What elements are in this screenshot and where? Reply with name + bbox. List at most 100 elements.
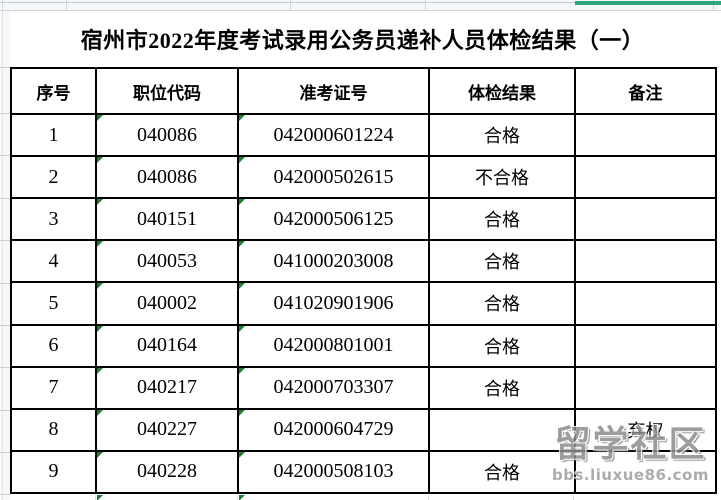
cell-result[interactable]: 合格 bbox=[428, 197, 576, 242]
comment-triangle-icon bbox=[239, 157, 245, 164]
cell-ticket-value: 042000604729 bbox=[273, 418, 394, 441]
comment-triangle-icon bbox=[239, 241, 245, 248]
cell-code[interactable]: 040053 bbox=[95, 239, 239, 284]
cell-seq[interactable]: 1 bbox=[10, 112, 97, 158]
table-title[interactable]: 宿州市2022年度考试录用公务员递补人员体检结果（一） bbox=[10, 11, 715, 67]
gridline bbox=[0, 198, 10, 199]
table-row: 4 040053 041000203008 合格 bbox=[10, 239, 717, 284]
results-table: 序号 职位代码 准考证号 体检结果 备注 1 040086 0420006012… bbox=[10, 67, 717, 495]
left-margin bbox=[0, 11, 10, 500]
cell-note[interactable] bbox=[574, 281, 717, 326]
cell-result[interactable]: 合格 bbox=[428, 449, 576, 495]
comment-triangle-icon bbox=[239, 367, 245, 374]
comment-triangle-icon bbox=[239, 199, 245, 206]
comment-triangle-icon bbox=[239, 451, 245, 458]
cell-note[interactable] bbox=[574, 323, 717, 368]
cell-code-value: 040053 bbox=[137, 249, 197, 272]
cell-ticket-value: 042000502615 bbox=[273, 165, 394, 188]
cell-result[interactable]: 不合格 bbox=[428, 155, 576, 200]
cell-ticket-value: 042000801001 bbox=[273, 334, 394, 357]
cell-ticket[interactable]: 041000203008 bbox=[237, 239, 430, 284]
cell-ticket[interactable]: 042000703307 bbox=[237, 365, 430, 410]
cell-ticket[interactable]: 041020901906 bbox=[237, 281, 430, 326]
cell-result[interactable]: 合格 bbox=[428, 112, 576, 158]
cell-result[interactable]: 合格 bbox=[428, 365, 576, 410]
table-row: 2 040086 042000502615 不合格 bbox=[10, 155, 717, 200]
cell-seq[interactable]: 5 bbox=[10, 281, 97, 326]
gridline bbox=[237, 495, 238, 500]
cell-note[interactable]: 弃权 bbox=[574, 407, 717, 452]
comment-triangle-icon bbox=[239, 325, 245, 332]
cell-code-value: 040228 bbox=[137, 460, 197, 483]
comment-triangle-icon bbox=[97, 409, 103, 416]
cell-code[interactable]: 040002 bbox=[95, 281, 239, 326]
cell-ticket-value: 042000508103 bbox=[273, 460, 394, 483]
header-result[interactable]: 体检结果 bbox=[428, 67, 576, 115]
spreadsheet-top-row[interactable] bbox=[0, 0, 721, 11]
cell-code[interactable]: 040227 bbox=[95, 407, 239, 452]
header-seq[interactable]: 序号 bbox=[10, 67, 97, 115]
gridline bbox=[0, 410, 10, 411]
selection-highlight-bar bbox=[575, 1, 721, 5]
cell-seq[interactable]: 6 bbox=[10, 323, 97, 368]
header-code[interactable]: 职位代码 bbox=[95, 67, 239, 115]
cell-ticket[interactable]: 042000604729 bbox=[237, 407, 430, 452]
cell-ticket-value: 041000203008 bbox=[273, 249, 394, 272]
cell-seq[interactable]: 7 bbox=[10, 365, 97, 410]
gridline bbox=[0, 494, 10, 495]
gridline bbox=[0, 10, 721, 11]
gridline bbox=[290, 0, 291, 10]
table-row: 3 040151 042000506125 合格 bbox=[10, 197, 717, 242]
cell-code[interactable]: 040086 bbox=[95, 112, 239, 158]
partial-next-row[interactable] bbox=[10, 494, 715, 500]
header-ticket[interactable]: 准考证号 bbox=[237, 67, 430, 115]
cell-code[interactable]: 040228 bbox=[95, 449, 239, 495]
table-row: 5 040002 041020901906 合格 bbox=[10, 281, 717, 326]
gridline bbox=[428, 495, 429, 500]
cell-note[interactable] bbox=[574, 155, 717, 200]
cell-ticket[interactable]: 042000601224 bbox=[237, 112, 430, 158]
cell-seq[interactable]: 4 bbox=[10, 239, 97, 284]
table-row: 7 040217 042000703307 合格 bbox=[10, 365, 717, 410]
cell-code[interactable]: 040086 bbox=[95, 155, 239, 200]
cell-ticket[interactable]: 042000801001 bbox=[237, 323, 430, 368]
table-row: 1 040086 042000601224 合格 bbox=[10, 112, 717, 158]
comment-triangle-icon bbox=[97, 325, 103, 332]
cell-ticket-value: 041020901906 bbox=[273, 291, 394, 314]
cell-note[interactable] bbox=[574, 112, 717, 158]
cell-result[interactable]: 合格 bbox=[428, 323, 576, 368]
cell-seq[interactable]: 8 bbox=[10, 407, 97, 452]
header-note[interactable]: 备注 bbox=[574, 67, 717, 115]
cell-note[interactable] bbox=[574, 239, 717, 284]
gridline bbox=[2, 11, 3, 500]
cell-result[interactable]: 合格 bbox=[428, 239, 576, 284]
cell-ticket[interactable]: 042000508103 bbox=[237, 449, 430, 495]
gridline bbox=[573, 495, 574, 500]
cell-ticket[interactable]: 042000506125 bbox=[237, 197, 430, 242]
cell-result[interactable]: 合格 bbox=[428, 281, 576, 326]
cell-code-value: 040002 bbox=[137, 291, 197, 314]
cell-seq[interactable]: 9 bbox=[10, 449, 97, 495]
cell-note[interactable] bbox=[574, 449, 717, 495]
comment-triangle-icon bbox=[97, 115, 103, 121]
cell-result[interactable] bbox=[428, 407, 576, 452]
cell-code[interactable]: 040217 bbox=[95, 365, 239, 410]
cell-note[interactable] bbox=[574, 365, 717, 410]
gridline bbox=[2, 0, 3, 10]
gridline bbox=[66, 0, 67, 10]
comment-triangle-icon bbox=[239, 115, 245, 121]
cell-ticket-value: 042000703307 bbox=[273, 376, 394, 399]
comment-triangle-icon bbox=[97, 283, 103, 290]
cell-code-value: 040086 bbox=[137, 123, 197, 146]
cell-code[interactable]: 040151 bbox=[95, 197, 239, 242]
cell-code[interactable]: 040164 bbox=[95, 323, 239, 368]
cell-note[interactable] bbox=[574, 197, 717, 242]
table-row: 9 040228 042000508103 合格 bbox=[10, 449, 717, 495]
cell-ticket[interactable]: 042000502615 bbox=[237, 155, 430, 200]
comment-triangle-icon bbox=[97, 451, 103, 458]
comment-triangle-icon bbox=[97, 157, 103, 164]
gridline bbox=[0, 325, 10, 326]
cell-seq[interactable]: 2 bbox=[10, 155, 97, 200]
cell-seq[interactable]: 3 bbox=[10, 197, 97, 242]
